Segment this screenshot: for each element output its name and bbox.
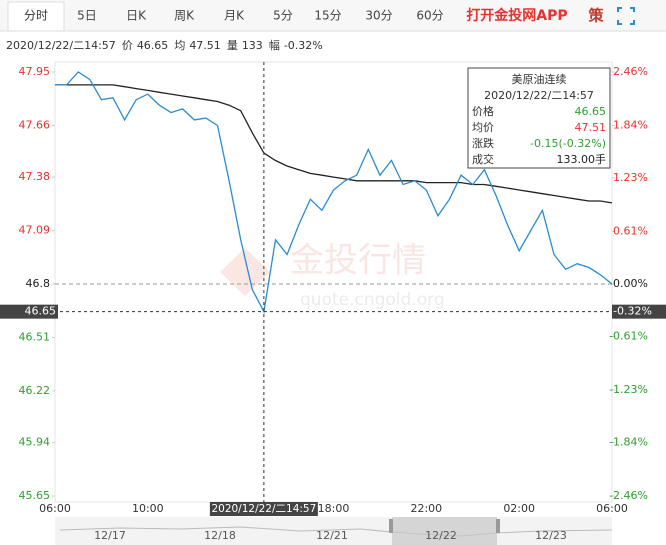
tab[interactable]: 日K	[126, 9, 147, 23]
tab[interactable]: 30分	[365, 9, 392, 23]
tooltip-value: -0.15(-0.32%)	[530, 137, 606, 150]
navigator-handle[interactable]	[496, 519, 500, 533]
y2-tick-label: 1.23%	[613, 171, 648, 184]
crosshair-y2-label: -0.32%	[613, 305, 652, 318]
active-tab-bg	[7, 1, 65, 32]
y-tick-label: 46.8	[26, 277, 51, 290]
crosshair-x-box	[209, 502, 318, 516]
y2-tick-label: 0.00%	[613, 277, 648, 290]
tab[interactable]: 分时	[24, 9, 48, 23]
tab[interactable]: 15分	[314, 9, 341, 23]
tooltip-label: 成交	[472, 152, 494, 166]
crosshair-y2-box	[612, 304, 666, 319]
watermark-logo	[220, 248, 270, 296]
navigator-handle[interactable]	[389, 519, 393, 533]
info-value: 133	[242, 39, 263, 52]
crosshair-x-label: 2020/12/22/二14:57	[211, 503, 316, 515]
y-tick-label: 46.22	[19, 384, 51, 397]
y2-tick-label: -2.46%	[609, 489, 648, 502]
tooltip-value: 47.51	[575, 121, 607, 134]
tooltip-value: 46.65	[575, 105, 607, 118]
tab[interactable]: 5日	[77, 9, 97, 23]
x-tick-label: 10:00	[132, 502, 164, 515]
y-tick-label: 47.38	[19, 170, 51, 183]
price-line	[55, 84, 613, 204]
x-tick-label: 22:00	[410, 502, 442, 515]
y-tick-label: 45.65	[19, 489, 51, 502]
info-value: 46.65	[137, 39, 169, 52]
y-tick-label: 46.51	[19, 330, 51, 343]
tabs: 分时 5日 日K 周K 月K 5分 15分 30分 60分	[24, 9, 444, 23]
x-tick-label: 02:00	[503, 502, 535, 515]
app-link[interactable]: 打开金投网APP	[466, 7, 567, 24]
y2-tick-label: -0.61%	[609, 330, 648, 343]
navigator-line	[59, 526, 613, 537]
navigator-label: 12/22	[425, 529, 457, 542]
tooltip-value: 133.00手	[557, 152, 607, 166]
tooltip-time: 2020/12/22/二14:57	[484, 89, 594, 102]
y-tick-label: 47.95	[19, 65, 51, 78]
navigator-label: 12/17	[94, 529, 126, 542]
fullscreen-icon[interactable]	[617, 7, 635, 25]
navigator: 12/17 12/18 12/21 12/22 12/23	[55, 517, 613, 545]
info-time: 2020/12/22/二14:57	[6, 39, 116, 52]
y2-tick-label: 2.46%	[613, 65, 648, 78]
info-value: -0.32%	[284, 39, 323, 52]
tooltip-label: 价格	[472, 104, 494, 118]
y2-tick-label: -1.23%	[609, 383, 648, 396]
tooltip: 美原油连续 2020/12/22/二14:57 价格 46.65 均价 47.51 涨跌 -0…	[467, 67, 611, 169]
tooltip-label: 涨跌	[472, 136, 494, 150]
info-label: 价	[122, 39, 133, 52]
navigator-window[interactable]	[392, 517, 497, 545]
price-line	[55, 71, 613, 314]
watermark-brand: 金投行情	[290, 241, 426, 281]
y2-tick-label: -1.84%	[609, 436, 648, 449]
navigator-label: 12/21	[316, 529, 348, 542]
tooltip-title: 美原油连续	[512, 72, 567, 86]
info-value: 47.51	[189, 39, 221, 52]
watermark-url: quote.cngold.org	[300, 290, 445, 310]
y-tick-label: 47.66	[19, 118, 51, 131]
x-tick-label: 06:00	[39, 502, 71, 515]
tab[interactable]: 5分	[273, 9, 293, 23]
tab[interactable]: 60分	[416, 9, 443, 23]
tab[interactable]: 周K	[174, 9, 195, 23]
x-tick-label: 06:00	[596, 502, 628, 515]
tab[interactable]: 月K	[224, 9, 245, 23]
info-label: 均	[174, 39, 185, 52]
tab-bar	[0, 0, 666, 31]
tooltip-label: 均价	[472, 121, 494, 134]
crosshair-y-label: 46.65	[25, 305, 57, 318]
y2-tick-label: 1.84%	[613, 118, 648, 131]
info-label: 量	[227, 39, 238, 52]
x-tick-label: 18:00	[318, 502, 350, 515]
navigator-label: 12/18	[204, 529, 236, 542]
navigator-label: 12/23	[535, 529, 567, 542]
plot-frame	[54, 61, 613, 503]
info-line: 2020/12/22/二14:57 价 46.65 均 47.51 量 133 幅 -0.32%	[6, 39, 323, 52]
tooltip-box	[467, 67, 611, 169]
y-tick-label: 45.94	[19, 436, 51, 449]
strategy[interactable]: 策	[587, 7, 604, 25]
y-tick-label: 47.09	[19, 224, 51, 237]
watermark: 金投行情 quote.cngold.org	[220, 241, 445, 310]
navigator-bg	[55, 517, 612, 545]
crosshair-y-box	[0, 304, 58, 319]
y2-tick-label: 0.61%	[613, 224, 648, 237]
info-label: 幅	[269, 39, 280, 52]
